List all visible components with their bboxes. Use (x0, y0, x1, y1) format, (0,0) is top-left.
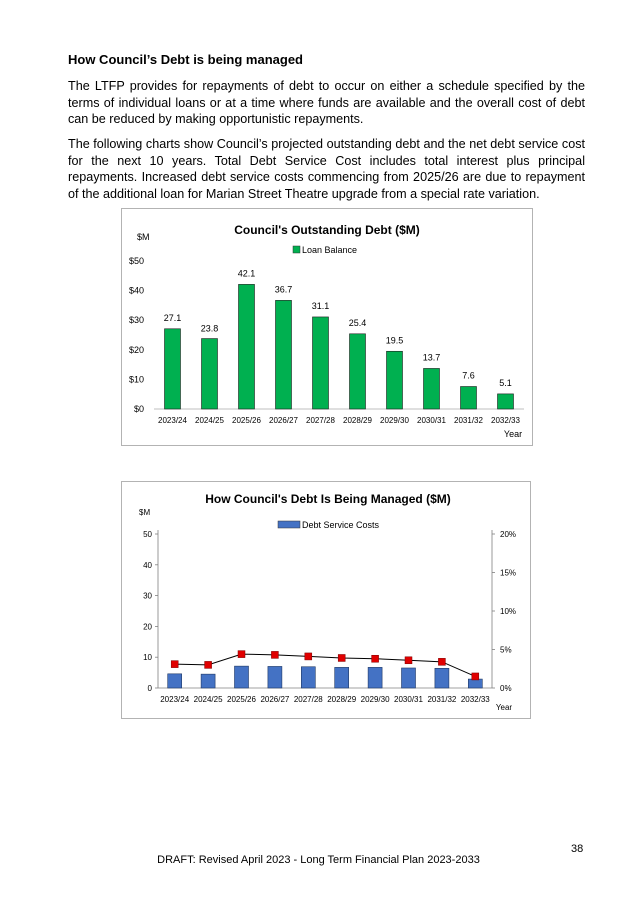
bar-value-label: 23.8 (201, 324, 219, 334)
secondary-series-marker (337, 654, 346, 662)
x-tick-label: 2026/27 (269, 416, 298, 425)
y2-tick-label: 20% (500, 530, 516, 539)
bar-loan-balance (201, 338, 218, 410)
y-tick-label: $20 (129, 345, 144, 355)
outstanding-debt-chart: Council's Outstanding Debt ($M) $M Loan Ba… (121, 208, 533, 446)
bar-value-label: 31.1 (312, 301, 330, 311)
legend-label: Loan Balance (302, 245, 357, 255)
charts-description-paragraph: The following charts show Council’s proj… (68, 137, 585, 201)
bar-debt-service-cost (234, 665, 249, 689)
x-tick-label: 2027/28 (306, 416, 335, 425)
x-tick-label: 2024/25 (195, 416, 224, 425)
y-tick-label: $30 (129, 315, 144, 325)
bar-debt-service-cost (334, 667, 349, 689)
secondary-series-marker (271, 651, 279, 659)
x-tick-label: 2030/31 (417, 416, 446, 425)
y-tick-label: $40 (129, 286, 144, 296)
bar-loan-balance (312, 316, 329, 410)
bar-debt-service-cost (200, 673, 216, 689)
legend-swatch (292, 245, 301, 254)
secondary-series-marker (204, 661, 212, 669)
bar-value-label: 25.4 (349, 318, 367, 328)
y2-tick-label: 10% (500, 607, 516, 616)
bar-value-label: 13.7 (423, 352, 441, 362)
page-footer: DRAFT: Revised April 2023 - Long Term Fi… (157, 854, 480, 866)
x-tick-label: 2029/30 (361, 695, 390, 704)
debt-management-chart: How Council's Debt Is Being Managed ($M)… (121, 481, 531, 719)
y-tick-label: $10 (129, 374, 144, 384)
bar-value-label: 7.6 (462, 371, 475, 381)
x-tick-label: 2031/32 (427, 695, 456, 704)
y-axis-unit-label: $M (139, 508, 150, 517)
bar-debt-service-cost (167, 673, 183, 689)
y-tick-label: 10 (143, 653, 152, 662)
x-tick-label: 2023/24 (158, 416, 187, 425)
bar-loan-balance (164, 328, 181, 410)
y-tick-label: 30 (143, 592, 152, 601)
chart-title: Council's Outstanding Debt ($M) (234, 223, 420, 237)
page-number: 38 (571, 843, 584, 855)
x-tick-label: 2028/29 (327, 695, 356, 704)
x-tick-label: 2027/28 (294, 695, 323, 704)
x-tick-label: 2024/25 (194, 695, 223, 704)
y-tick-label: 0 (148, 684, 153, 693)
x-axis-label: Year (504, 429, 522, 439)
x-tick-label: 2032/33 (491, 416, 520, 425)
x-axis-label: Year (496, 703, 513, 712)
x-tick-label: 2023/24 (160, 695, 189, 704)
bar-value-label: 42.1 (238, 268, 256, 278)
secondary-series-marker (471, 672, 480, 681)
bar-value-label: 36.7 (275, 284, 293, 294)
section-heading: How Council’s Debt is being managed (68, 52, 303, 67)
y2-tick-label: 15% (500, 569, 516, 578)
x-tick-label: 2025/26 (232, 416, 261, 425)
bar-debt-service-cost (267, 666, 283, 689)
y2-tick-label: 0% (500, 684, 512, 693)
x-tick-label: 2030/31 (394, 695, 423, 704)
bar-loan-balance (460, 386, 477, 410)
secondary-series-marker (304, 652, 313, 661)
bar-loan-balance (386, 350, 403, 410)
bar-debt-service-cost (301, 666, 316, 689)
secondary-series-marker (438, 658, 446, 666)
x-tick-label: 2032/33 (461, 695, 490, 704)
secondary-series-marker (404, 656, 413, 665)
chart-title: How Council's Debt Is Being Managed ($M) (205, 492, 451, 506)
bar-debt-service-cost (434, 667, 450, 689)
y-tick-label: 40 (143, 561, 152, 570)
bar-value-label: 19.5 (386, 335, 404, 345)
y-tick-label: $50 (129, 256, 144, 266)
secondary-series-marker (237, 650, 246, 658)
x-tick-label: 2026/27 (260, 695, 289, 704)
y-axis-unit-label: $M (137, 232, 150, 242)
y-tick-label: 50 (143, 530, 152, 539)
secondary-series-marker (170, 660, 179, 668)
x-tick-label: 2025/26 (227, 695, 256, 704)
intro-paragraph: The LTFP provides for repayments of debt… (68, 79, 585, 126)
bar-value-label: 5.1 (499, 378, 512, 388)
y-tick-label: 20 (143, 622, 152, 631)
bar-loan-balance (497, 393, 514, 410)
debt-management-chart-svg: How Council's Debt Is Being Managed ($M)… (139, 492, 516, 712)
x-tick-label: 2028/29 (343, 416, 372, 425)
secondary-series-marker (371, 654, 379, 663)
legend-label: Debt Service Costs (302, 520, 380, 530)
x-tick-label: 2031/32 (454, 416, 483, 425)
bar-loan-balance (238, 284, 255, 410)
bar-value-label: 27.1 (164, 313, 182, 323)
secondary-series-line (174, 653, 476, 677)
bar-loan-balance (275, 300, 292, 410)
legend-swatch (277, 520, 301, 529)
bar-loan-balance (349, 333, 366, 410)
x-tick-label: 2029/30 (380, 416, 409, 425)
outstanding-debt-chart-svg: Council's Outstanding Debt ($M) $M Loan Ba… (129, 223, 524, 439)
bar-loan-balance (423, 368, 440, 410)
y2-tick-label: 5% (500, 646, 512, 655)
bar-debt-service-cost (467, 678, 483, 689)
bar-debt-service-cost (367, 667, 383, 689)
bar-debt-service-cost (401, 667, 416, 689)
y-tick-label: $0 (134, 404, 144, 414)
